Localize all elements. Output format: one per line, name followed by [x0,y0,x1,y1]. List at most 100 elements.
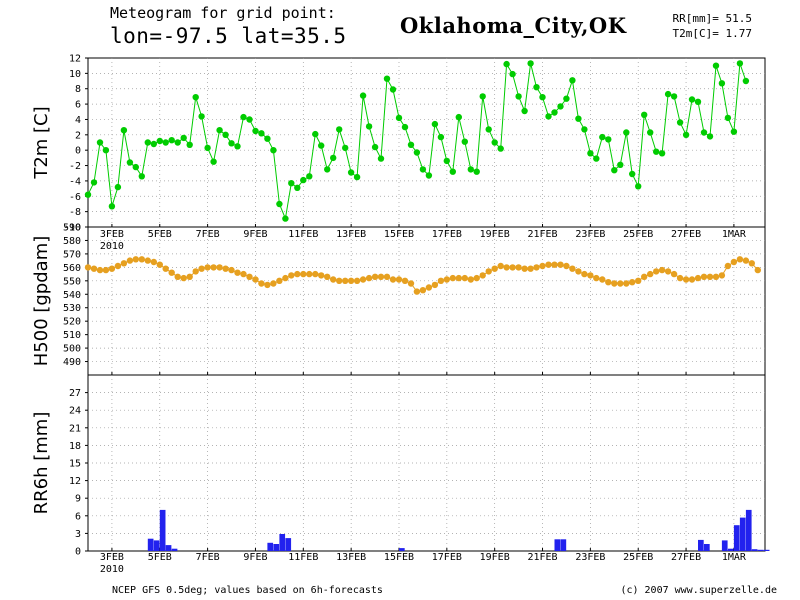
data-point [467,276,474,283]
x-tick-label: 9FEB [243,552,267,563]
data-point [742,77,750,85]
data-point [270,280,277,287]
y-tick-label: 27 [69,388,81,399]
data-point [700,273,708,280]
data-point [216,127,223,134]
data-point [168,269,175,276]
y-tick-label: 0 [75,146,81,157]
x-tick-label: 3FEB [100,229,124,240]
x-tick-label: 25FEB [623,229,653,240]
data-point [342,144,349,152]
data-point [712,273,720,280]
precip-bar [704,544,710,551]
data-point [467,166,474,173]
data-point [461,138,468,145]
data-point [730,128,738,135]
x-tick-label: 19FEB [480,552,510,563]
data-point [557,261,564,268]
x-tick-label: 21FEB [527,552,557,563]
data-point [431,281,439,289]
data-point [587,150,594,157]
data-point [389,86,397,93]
x-tick-label: 11FEB [288,552,318,563]
data-point [288,180,295,187]
x-tick-label: 17FEB [432,552,462,563]
data-point [413,149,421,156]
data-point [706,273,714,280]
data-point [551,109,558,116]
data-point [694,98,702,106]
y-tick-label: -10 [63,223,81,234]
y-tick-label: 0 [75,547,81,558]
y-tick-label: -4 [69,176,81,187]
data-point [144,139,151,146]
data-point [234,269,241,276]
data-source-note: NCEP GFS 0.5deg; values based on 6h-fore… [112,585,383,596]
data-point [318,142,325,149]
panel-frame [87,374,766,552]
y-tick-label: 18 [69,441,81,452]
data-point [264,281,271,289]
precip-bar [733,525,740,551]
y-tick-label: 6 [75,100,81,111]
data-point [377,155,385,162]
precip-bar [751,549,758,551]
data-point [623,280,630,287]
x-tick-label: 15FEB [384,229,414,240]
data-point [276,277,283,284]
precip-bar [554,539,561,551]
y-tick-label: 2 [75,130,81,141]
data-point [192,94,199,101]
data-point [246,116,253,123]
y-tick-label: 530 [63,303,81,314]
data-point [605,279,612,286]
data-point [515,93,522,100]
y-tick-label: -6 [69,192,81,203]
y-tick-label: 24 [69,406,81,417]
precip-bar [171,548,178,551]
data-point [676,274,684,282]
data-point [443,276,450,283]
data-point [473,274,480,282]
data-point [353,277,361,284]
data-point [736,60,744,67]
h500-panel: 490 500 510 520 530 540 550 560 570 580 590 H500 [g… [31,223,766,376]
precip-bar [560,539,567,551]
data-point [294,184,301,191]
data-point [491,265,498,272]
location-name: Oklahoma_City,OK [400,13,627,38]
data-point [102,266,110,274]
data-point [102,147,110,154]
data-point [533,84,540,91]
data-point [479,272,486,279]
data-point [491,139,498,146]
data-point [114,262,122,270]
y-tick-label: 590 [63,223,81,234]
data-point [84,264,92,271]
data-point [371,143,379,151]
y-axis-title: RR6h [mm] [31,412,52,515]
data-point [641,273,648,280]
x-tick-label: 1MAR [722,229,747,240]
data-point [742,257,750,264]
data-point [365,123,373,130]
data-point [533,264,540,271]
precip-bar [698,539,704,551]
data-point [371,273,379,280]
data-point [204,264,211,271]
data-point [264,135,271,142]
data-point [198,113,205,120]
y-tick-label: 500 [63,344,81,355]
data-point [581,126,588,133]
precip-bar [279,534,286,551]
data-point [365,274,373,282]
data-point [300,176,307,184]
x-tick-label: 23FEB [575,229,605,240]
year-label: 2010 [100,241,124,252]
data-point [318,272,325,279]
data-point [593,274,600,282]
data-point [455,113,462,121]
precip-bar [745,509,752,551]
data-point [694,274,702,282]
data-point [629,279,636,286]
